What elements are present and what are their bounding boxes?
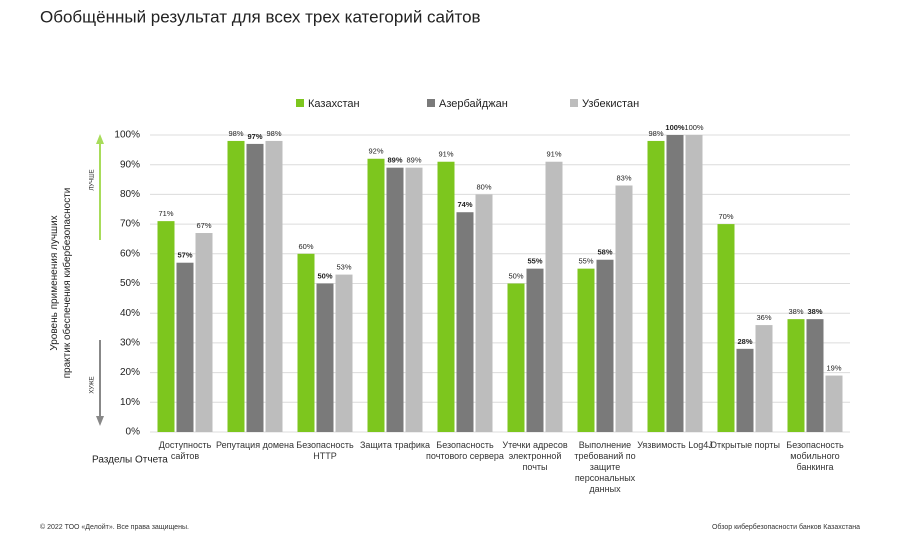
y-tick-label: 20% [120, 367, 140, 378]
bar [157, 221, 175, 432]
y-tick-label: 80% [120, 189, 140, 200]
better-label: ЛУЧШЕ [90, 169, 96, 190]
bar [475, 194, 493, 432]
bar [437, 161, 455, 433]
value-label: 91% [546, 150, 561, 159]
legend-swatch [570, 99, 578, 107]
value-label: 58% [597, 248, 612, 257]
y-tick-label: 10% [120, 397, 140, 408]
x-tick-label: Утечки адресов электронной почты [502, 440, 568, 472]
y-tick-label: 30% [120, 338, 140, 349]
x-tick-label: Репутация домена [216, 440, 294, 450]
value-label: 60% [298, 242, 313, 251]
value-label: 91% [438, 150, 453, 159]
value-label: 89% [387, 156, 402, 165]
bar [367, 158, 385, 432]
value-label: 92% [368, 147, 383, 156]
bar [316, 283, 334, 432]
value-label: 98% [648, 129, 663, 138]
value-label: 70% [718, 212, 733, 221]
bar [615, 185, 633, 432]
x-tick-label: Безопасность мобильного банкинга [786, 440, 844, 472]
y-tick-label: 100% [114, 130, 140, 141]
value-label: 19% [826, 364, 841, 373]
value-label: 38% [807, 307, 822, 316]
y-tick-label: 90% [120, 159, 140, 170]
value-label: 100% [684, 123, 704, 132]
value-label: 55% [578, 257, 593, 266]
bar [596, 259, 614, 432]
legend-swatch [427, 99, 435, 107]
y-tick-label: 40% [120, 308, 140, 319]
legend-label: Азербайджан [439, 98, 508, 110]
bar [507, 283, 525, 432]
value-label: 98% [266, 129, 281, 138]
bar [265, 140, 283, 432]
legend-label: Узбекистан [582, 98, 639, 110]
legend-label: Казахстан [308, 98, 360, 110]
bar [717, 224, 735, 432]
bar [176, 262, 194, 432]
chart-title: Обобщённый результат для всех трех катег… [40, 7, 481, 26]
bar [806, 319, 824, 432]
value-label: 71% [158, 209, 173, 218]
value-label: 80% [476, 182, 491, 191]
x-tick-label: Безопасность почтового сервера [426, 440, 504, 461]
bar [526, 268, 544, 432]
y-tick-label: 50% [120, 278, 140, 289]
y-axis-label: Уровень применения лучших практик обеспеч… [49, 188, 73, 379]
value-label: 57% [177, 251, 192, 260]
bar [386, 167, 404, 433]
bar [246, 143, 264, 432]
value-label: 50% [508, 271, 523, 280]
y-tick-label: 70% [120, 219, 140, 230]
bar [577, 268, 595, 432]
value-label: 28% [737, 337, 752, 346]
x-tick-label: Защита трафика [359, 440, 431, 450]
footer-left: © 2022 ТОО «Делойт». Все права защищены. [40, 524, 189, 531]
bar [297, 253, 315, 432]
bar [335, 274, 353, 432]
value-label: 55% [527, 257, 542, 266]
footer-right: Обзор кибербезопасности банков Казахстан… [711, 524, 860, 531]
bar [666, 135, 684, 432]
value-label: 53% [336, 263, 351, 272]
bar [755, 325, 773, 432]
bar [195, 233, 213, 432]
y-tick-label: 60% [120, 248, 140, 259]
bar [685, 135, 703, 432]
bar [825, 375, 843, 432]
value-label: 74% [457, 200, 472, 209]
bar [456, 212, 474, 432]
x-tick-label: Уязвимость Log4J [637, 440, 713, 450]
bar [647, 140, 665, 432]
worse-arrow-head [96, 416, 104, 426]
x-tick-label: Безопасность HTTP [296, 440, 354, 461]
bar [787, 319, 805, 432]
x-tick-label: Доступность сайтов [158, 440, 212, 461]
better-arrow-head [96, 134, 104, 144]
bar [405, 167, 423, 433]
value-label: 67% [196, 221, 211, 230]
value-label: 83% [616, 173, 631, 182]
bar [736, 348, 754, 432]
x-axis-label: Разделы Отчета [92, 455, 168, 466]
bar [227, 140, 245, 432]
bar [545, 161, 563, 433]
legend-swatch [296, 99, 304, 107]
value-label: 50% [317, 271, 332, 280]
value-label: 100% [665, 123, 685, 132]
value-label: 97% [247, 132, 262, 141]
value-label: 89% [406, 156, 421, 165]
value-label: 36% [756, 313, 771, 322]
y-tick-label: 0% [126, 427, 141, 438]
worse-label: ХУЖЕ [90, 376, 96, 393]
x-tick-label: Выполнение требований по защите персонал… [574, 440, 636, 494]
value-label: 98% [228, 129, 243, 138]
value-label: 38% [788, 307, 803, 316]
x-tick-label: Открытые порты [710, 440, 780, 450]
